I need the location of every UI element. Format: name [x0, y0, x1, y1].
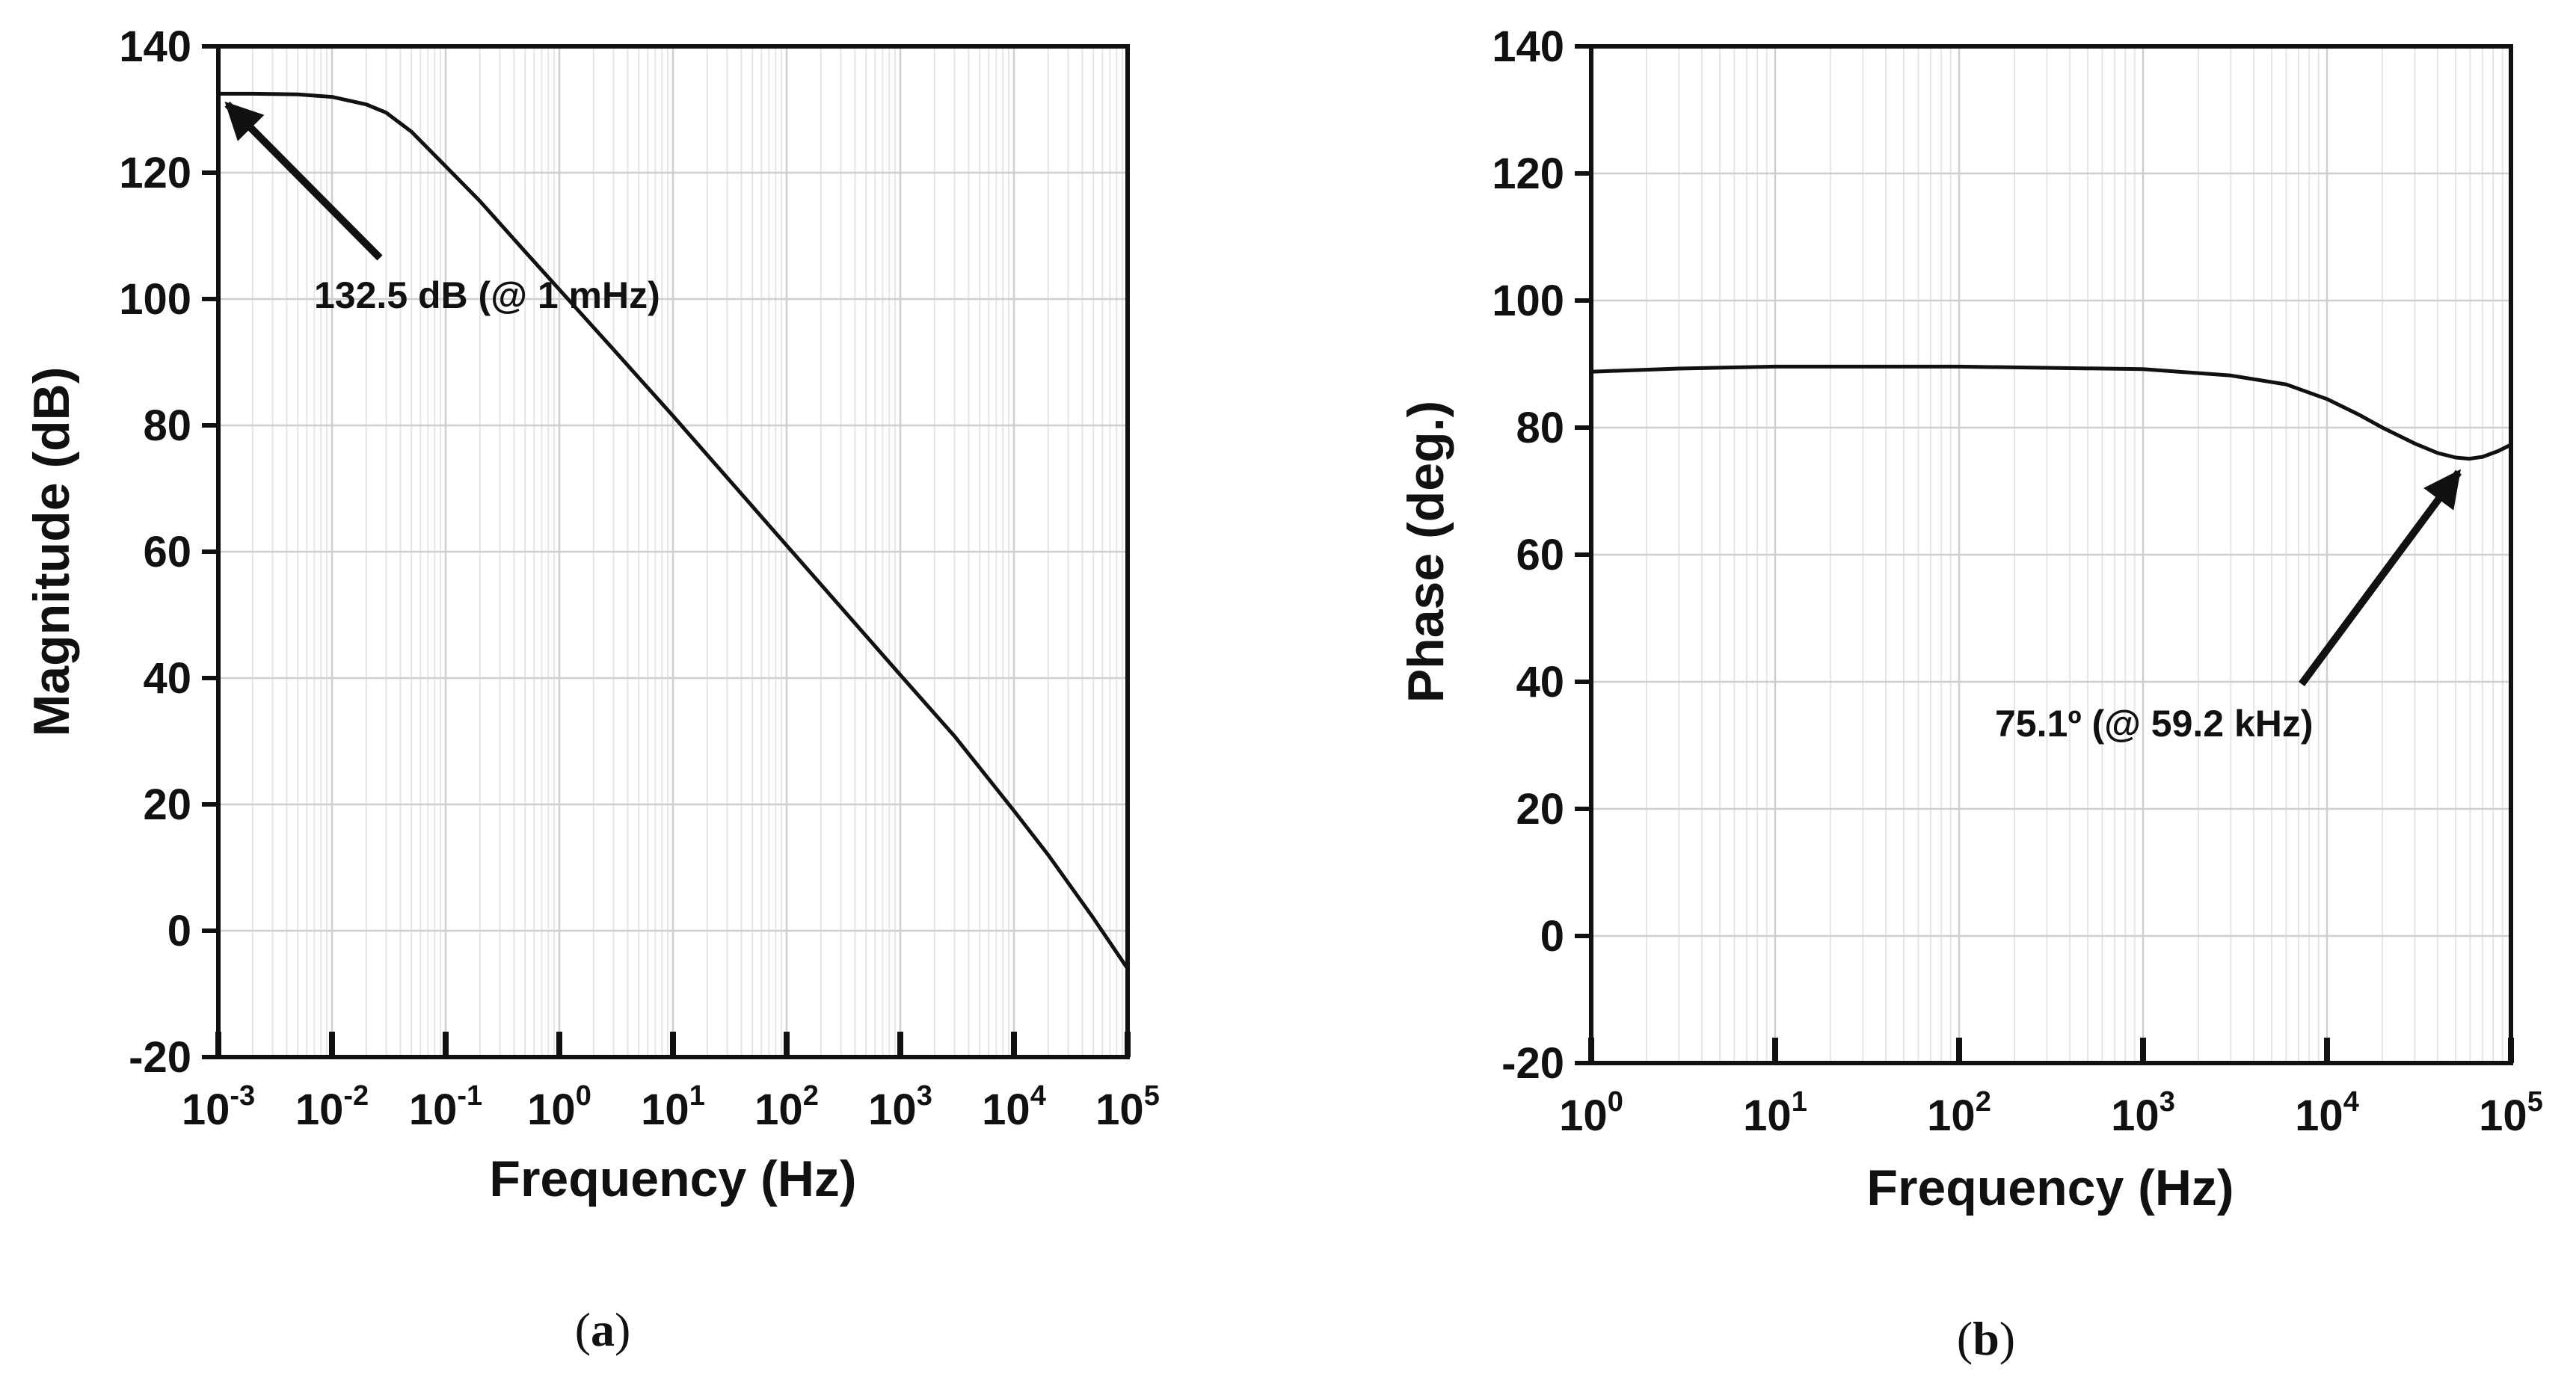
- x-tick-base: 10: [2479, 1091, 2527, 1140]
- x-tick-base: 10: [2295, 1091, 2343, 1140]
- panel-a-x-ticks: 10-3 10-2 10-1 100 101 102 103 104 105: [182, 1032, 1160, 1134]
- panel-b-annotation-label: 75.1º (@ 59.2 kHz): [1995, 703, 2314, 745]
- x-tick-exponent: 2: [803, 1080, 819, 1112]
- panel-b-label: (b): [1957, 1312, 2015, 1365]
- y-tick-label: 40: [1516, 658, 1564, 706]
- x-tick-exponent: 5: [2527, 1086, 2543, 1118]
- panel-a-x-axis-title: Frequency (Hz): [489, 1151, 856, 1207]
- x-tick-exponent: 1: [689, 1080, 705, 1112]
- x-tick-exponent: 5: [1144, 1080, 1160, 1112]
- x-tick-base: 10: [295, 1085, 344, 1134]
- x-tick-label: 101: [1743, 1086, 1807, 1140]
- x-tick-label: 101: [641, 1080, 705, 1134]
- y-tick-label: 120: [1492, 150, 1564, 198]
- x-tick-label: 105: [1095, 1080, 1160, 1134]
- panel-b-x-axis-title: Frequency (Hz): [1866, 1159, 2234, 1216]
- y-tick-label: 60: [1516, 531, 1564, 579]
- panel-a-y-ticks: -20 0 20 40 60 80 100 120 140: [119, 22, 218, 1082]
- y-tick-label: 0: [1540, 912, 1564, 961]
- x-tick-base: 10: [1743, 1091, 1792, 1140]
- y-tick-label: 100: [1492, 277, 1564, 325]
- x-tick-base: 10: [2111, 1091, 2160, 1140]
- y-tick-label: -20: [129, 1033, 191, 1082]
- panel-a-y-axis-title: Magnitude (dB): [23, 367, 80, 737]
- x-tick-label: 104: [982, 1080, 1046, 1134]
- x-tick-base: 10: [754, 1085, 803, 1134]
- panel-a-annotation-arrow: [224, 101, 383, 261]
- y-tick-label: 80: [143, 401, 191, 450]
- x-tick-exponent: 0: [576, 1080, 591, 1112]
- x-tick-label: 103: [868, 1080, 932, 1134]
- x-tick-base: 10: [641, 1085, 689, 1134]
- x-tick-exponent: 3: [917, 1080, 932, 1112]
- x-tick-base: 10: [527, 1085, 576, 1134]
- x-tick-exponent: 3: [2160, 1086, 2175, 1118]
- x-tick-exponent: 1: [1792, 1086, 1807, 1118]
- panel-a-grid: [217, 45, 1129, 1059]
- panel-a-label: (a): [575, 1303, 631, 1356]
- magnitude-curve: [216, 91, 1130, 971]
- panel-b-annotation-arrow: [2298, 469, 2462, 686]
- x-tick-exponent: 4: [2343, 1086, 2359, 1118]
- x-tick-base: 10: [982, 1085, 1030, 1134]
- panel-b-grid: [1590, 45, 2512, 1065]
- x-tick-base: 10: [182, 1085, 230, 1134]
- panel-a: 10-3 10-2 10-1 100 101 102 103 104 105 -20020406…: [23, 22, 1160, 1356]
- y-tick-label: 0: [167, 907, 191, 955]
- panel-b-letter: b: [1973, 1312, 1999, 1365]
- x-tick-exponent: 0: [1608, 1086, 1623, 1118]
- panel-b-y-ticks: -20 0 20 40 60 80 100 120 140: [1492, 22, 1591, 1088]
- panel-b-x-ticks: 100 101 102 103 104 105: [1559, 1038, 2543, 1140]
- y-tick-label: -20: [1501, 1039, 1564, 1088]
- x-tick-exponent: 4: [1030, 1080, 1046, 1112]
- phase-curve: [1589, 364, 2513, 461]
- y-tick-label: 140: [119, 22, 191, 71]
- x-tick-label: 103: [2111, 1086, 2175, 1140]
- panel-a-letter: a: [591, 1303, 615, 1356]
- x-tick-exponent: -1: [457, 1080, 482, 1112]
- y-tick-label: 140: [1492, 22, 1564, 71]
- x-tick-label: 104: [2295, 1086, 2359, 1140]
- y-tick-label: 20: [1516, 785, 1564, 834]
- panel-b-y-axis-title: Phase (deg.): [1398, 401, 1454, 703]
- x-tick-exponent: -3: [230, 1080, 255, 1112]
- x-tick-label: 102: [754, 1080, 819, 1134]
- panel-a-annotation-label: 132.5 dB (@ 1 mHz): [314, 274, 660, 316]
- y-tick-label: 100: [119, 275, 191, 324]
- x-tick-base: 10: [1095, 1085, 1144, 1134]
- x-tick-base: 10: [868, 1085, 917, 1134]
- x-tick-base: 10: [409, 1085, 458, 1134]
- x-tick-label: 10-2: [295, 1080, 369, 1134]
- x-tick-base: 10: [1559, 1091, 1608, 1140]
- x-tick-label: 10-1: [409, 1080, 482, 1134]
- y-tick-label: 60: [143, 528, 191, 576]
- panel-b: 100 101 102 103 104 105 -20020406080100120140…: [1398, 22, 2543, 1365]
- x-tick-base: 10: [1927, 1091, 1976, 1140]
- x-tick-label: 100: [527, 1080, 591, 1134]
- y-tick-label: 120: [119, 149, 191, 197]
- y-tick-label: 20: [143, 780, 191, 829]
- x-tick-label: 102: [1927, 1086, 1991, 1140]
- x-tick-exponent: 2: [1976, 1086, 1991, 1118]
- x-tick-exponent: -2: [343, 1080, 369, 1112]
- y-tick-label: 40: [143, 654, 191, 703]
- x-tick-label: 10-3: [182, 1080, 255, 1134]
- y-tick-label: 80: [1516, 404, 1564, 452]
- x-tick-label: 100: [1559, 1086, 1623, 1140]
- x-tick-label: 105: [2479, 1086, 2543, 1140]
